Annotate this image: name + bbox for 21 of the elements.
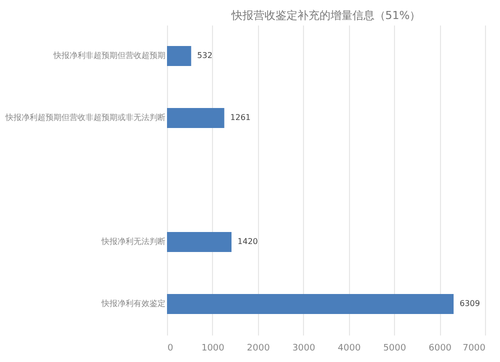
x-tick-label: 6000 [428, 344, 452, 354]
bar [167, 108, 224, 128]
y-tick-label: 快报净利非超预期但营收超预期 [52, 51, 166, 60]
x-tick-label: 5000 [383, 344, 406, 354]
y-tick-label: 快报净利有效鉴定 [100, 299, 166, 308]
data-label: 1420 [238, 237, 258, 246]
bar [167, 232, 232, 252]
data-label: 532 [197, 51, 212, 60]
bar [167, 46, 192, 66]
x-tick-label: 1000 [201, 344, 225, 354]
bar [167, 294, 454, 314]
x-tick-label: 4000 [338, 344, 361, 354]
data-label: 1261 [230, 113, 251, 122]
y-tick-label: 快报净利无法判断 [100, 237, 166, 246]
x-tick-label: 3000 [292, 344, 316, 354]
y-tick-label: 快报净利超预期但营收非超预期或非无法判断 [4, 113, 166, 122]
chart-title: 快报营收鉴定补充的增量信息（51%） [230, 9, 421, 22]
x-tick-label: 2000 [246, 344, 270, 354]
x-tick-label: 0 [168, 344, 174, 354]
data-label: 6309 [460, 299, 480, 308]
x-tick-label: 7000 [462, 344, 486, 354]
